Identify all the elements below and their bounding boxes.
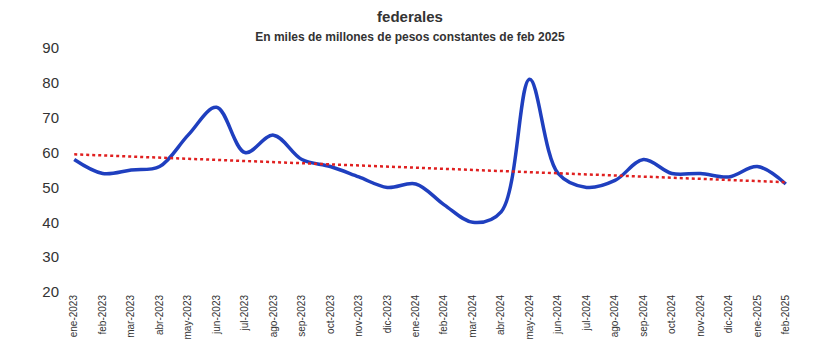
svg-text:mar-2024: mar-2024	[467, 295, 478, 338]
svg-text:20: 20	[42, 283, 59, 300]
svg-text:sep-2023: sep-2023	[296, 295, 307, 337]
svg-text:90: 90	[42, 39, 59, 56]
svg-text:federalesEn miles de millones: federalesEn miles de millones de pesos c…	[255, 8, 565, 45]
svg-text:jun-2024: jun-2024	[552, 295, 563, 335]
svg-text:abr-2023: abr-2023	[154, 295, 165, 335]
svg-text:jun-2023: jun-2023	[211, 295, 222, 335]
svg-text:mar-2023: mar-2023	[125, 295, 136, 338]
svg-text:ene-2023: ene-2023	[68, 295, 79, 338]
svg-text:70: 70	[42, 109, 59, 126]
svg-text:feb-2024: feb-2024	[438, 295, 449, 335]
svg-text:oct-2024: oct-2024	[666, 295, 677, 334]
svg-text:jul-2024: jul-2024	[581, 295, 592, 332]
svg-text:abr-2024: abr-2024	[495, 295, 506, 335]
svg-text:60: 60	[42, 144, 59, 161]
svg-text:dic-2024: dic-2024	[723, 295, 734, 334]
svg-text:sep-2024: sep-2024	[638, 295, 649, 337]
svg-text:dic-2023: dic-2023	[382, 295, 393, 334]
svg-text:ago-2023: ago-2023	[268, 295, 279, 338]
svg-text:nov-2024: nov-2024	[695, 295, 706, 337]
svg-text:jul-2023: jul-2023	[239, 295, 250, 332]
svg-text:feb-2023: feb-2023	[97, 295, 108, 335]
svg-text:50: 50	[42, 179, 59, 196]
svg-text:ene-2025: ene-2025	[752, 295, 763, 338]
svg-text:oct-2023: oct-2023	[325, 295, 336, 334]
svg-text:30: 30	[42, 248, 59, 265]
svg-text:feb-2025: feb-2025	[780, 295, 791, 335]
svg-text:40: 40	[42, 214, 59, 231]
svg-text:may-2023: may-2023	[182, 295, 193, 340]
svg-text:may-2024: may-2024	[524, 295, 535, 340]
svg-text:ago-2024: ago-2024	[609, 295, 620, 338]
svg-text:80: 80	[42, 74, 59, 91]
svg-text:nov-2023: nov-2023	[353, 295, 364, 337]
svg-text:ene-2024: ene-2024	[410, 295, 421, 338]
